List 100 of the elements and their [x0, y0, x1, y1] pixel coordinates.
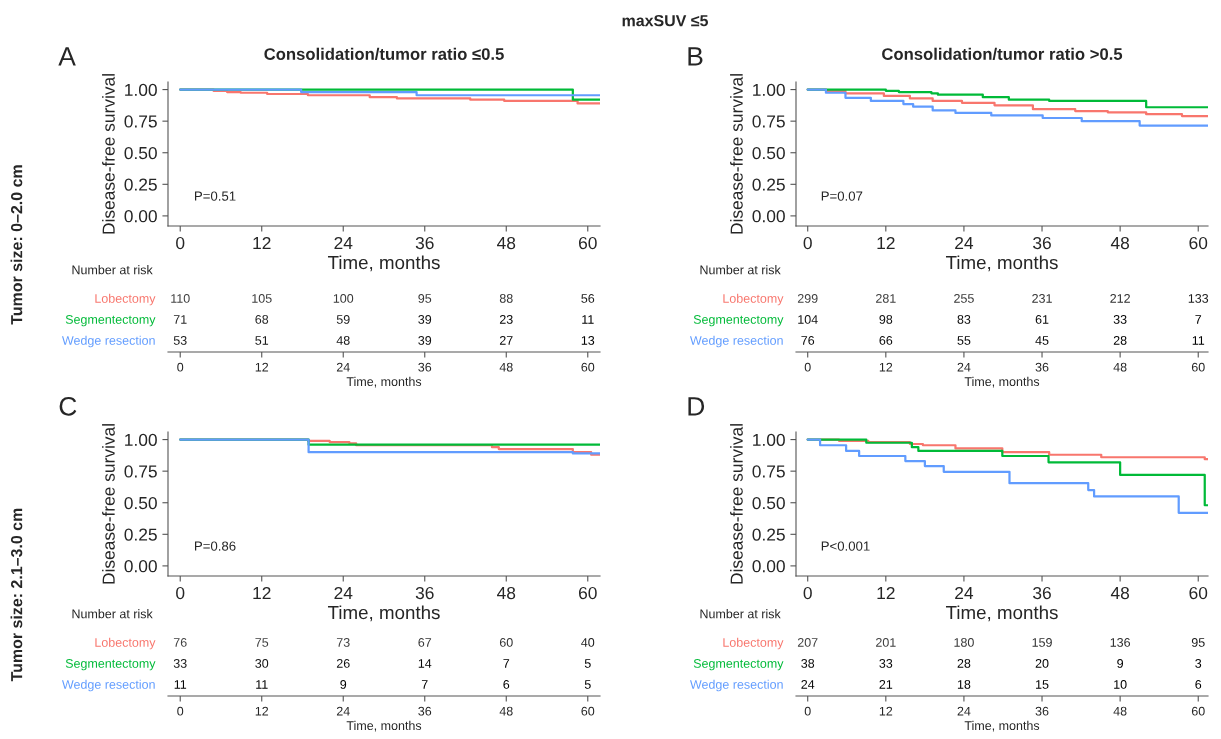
x-tick-label: 0 — [803, 236, 812, 250]
y-tick-label: Lobectomy — [723, 293, 784, 306]
data-label: 67 — [418, 638, 432, 647]
x-tick-label: 12 — [879, 362, 893, 372]
x-tick-label: 60 — [1189, 586, 1208, 600]
x-tick-label: 24 — [955, 586, 974, 599]
data-label: 61 — [1035, 315, 1049, 324]
data-label: 10 — [1114, 680, 1127, 689]
x-tick-label: 24 — [336, 362, 350, 372]
x-tick-label: 48 — [1110, 586, 1130, 600]
x-tick-label: 48 — [1113, 362, 1127, 372]
data-label: 281 — [876, 294, 896, 303]
x-axis-title: Time, months — [346, 720, 422, 732]
data-label: 255 — [954, 294, 974, 303]
y-tick-label: 0.75 — [752, 465, 785, 478]
x-tick-label: 0 — [177, 706, 184, 716]
annotation: P=0.86 — [195, 541, 236, 551]
y-tick-label: 0.00 — [124, 210, 157, 223]
data-label: 7 — [421, 680, 428, 689]
x-axis-title: Time, months — [964, 720, 1040, 732]
x-tick-label: 60 — [581, 706, 595, 716]
x-tick-label: 12 — [255, 706, 269, 716]
x-axis-title: Time, months — [346, 376, 422, 388]
data-label: 180 — [954, 638, 974, 647]
y-tick-label: 1.00 — [125, 433, 157, 447]
text: Tumor size: 0–2.0 cm — [10, 165, 23, 325]
data-label: 9 — [340, 680, 347, 689]
text: B — [688, 47, 703, 66]
x-tick-label: 24 — [334, 236, 353, 249]
x-tick-label: 60 — [1191, 706, 1205, 716]
data-label: 3 — [1195, 659, 1202, 668]
data-label: 68 — [255, 315, 269, 324]
data-label: 5 — [584, 680, 591, 689]
y-tick-label: 0.50 — [752, 496, 785, 510]
data-label: 11 — [1192, 336, 1205, 345]
data-label: 73 — [336, 638, 350, 647]
chart-subtitle: Consolidation/tumor ratio ≤0.5 — [264, 47, 504, 61]
annotation: P=0.07 — [821, 191, 863, 201]
data-label: 7 — [503, 659, 510, 668]
data-label: 18 — [957, 680, 971, 689]
data-label: 9 — [1117, 659, 1124, 668]
data-label: 59 — [336, 315, 350, 324]
x-tick-label: 48 — [499, 362, 513, 372]
data-label: 56 — [581, 294, 595, 303]
data-label: 95 — [1191, 638, 1205, 647]
text: Tumor size: 2.1–3.0 cm — [10, 508, 23, 682]
y-tick-label: Wedge resection — [689, 679, 783, 692]
data-label: 24 — [801, 680, 815, 689]
data-label: 30 — [255, 659, 269, 668]
data-label: 201 — [876, 638, 896, 647]
data-label: 66 — [879, 336, 893, 345]
y-tick-label: 0.00 — [752, 560, 785, 573]
x-tick-label: 48 — [1113, 706, 1127, 716]
data-label: 27 — [499, 336, 513, 345]
x-axis-title: Time, months — [945, 605, 1058, 622]
text: C — [59, 396, 77, 416]
x-tick-label: 12 — [877, 236, 895, 249]
x-tick-label: 12 — [253, 586, 271, 599]
chart-title: Number at risk — [72, 609, 153, 619]
data-label: 11 — [582, 315, 594, 324]
data-label: 76 — [173, 638, 187, 647]
data-label: 136 — [1110, 638, 1131, 647]
x-axis-title: Time, months — [327, 605, 440, 622]
x-tick-label: 12 — [877, 586, 895, 599]
y-tick-label: Segmentectomy — [693, 659, 784, 671]
data-label: 5 — [584, 659, 591, 668]
chart-subtitle: Consolidation/tumor ratio >0.5 — [882, 47, 1123, 61]
y-tick-label: Lobectomy — [95, 637, 156, 650]
data-label: 55 — [957, 336, 971, 345]
data-label: 53 — [173, 336, 187, 345]
x-tick-label: 12 — [255, 362, 269, 372]
x-tick-label: 48 — [499, 706, 513, 716]
data-label: 15 — [1036, 680, 1049, 689]
y-tick-label: 0.25 — [752, 528, 785, 541]
x-tick-label: 36 — [1033, 236, 1051, 250]
text: D — [688, 397, 705, 416]
y-tick-label: Wedge resection — [61, 679, 155, 692]
text: maxSUV ≤5 — [622, 14, 708, 27]
x-tick-label: 24 — [957, 362, 971, 372]
data-label: 105 — [252, 294, 272, 303]
x-tick-label: 60 — [579, 586, 597, 600]
data-label: 98 — [879, 315, 893, 324]
data-label: 40 — [581, 638, 595, 647]
annotation: P=0.51 — [195, 191, 236, 201]
data-label: 51 — [255, 336, 269, 345]
y-tick-label: 0.75 — [752, 115, 785, 128]
y-tick-label: 0.00 — [752, 210, 785, 223]
data-label: 71 — [173, 315, 187, 324]
data-label: 207 — [797, 638, 818, 647]
y-tick-label: 1.00 — [125, 83, 157, 97]
x-axis-title: Time, months — [964, 376, 1040, 388]
data-label: 76 — [801, 336, 815, 345]
data-label: 11 — [256, 680, 268, 689]
x-tick-label: 48 — [497, 236, 516, 250]
data-label: 231 — [1032, 294, 1052, 303]
data-label: 159 — [1032, 638, 1052, 647]
y-tick-label: 0.25 — [752, 178, 785, 191]
x-tick-label: 12 — [253, 236, 271, 249]
y-tick-label: Lobectomy — [723, 637, 784, 650]
data-label: 39 — [418, 315, 432, 324]
